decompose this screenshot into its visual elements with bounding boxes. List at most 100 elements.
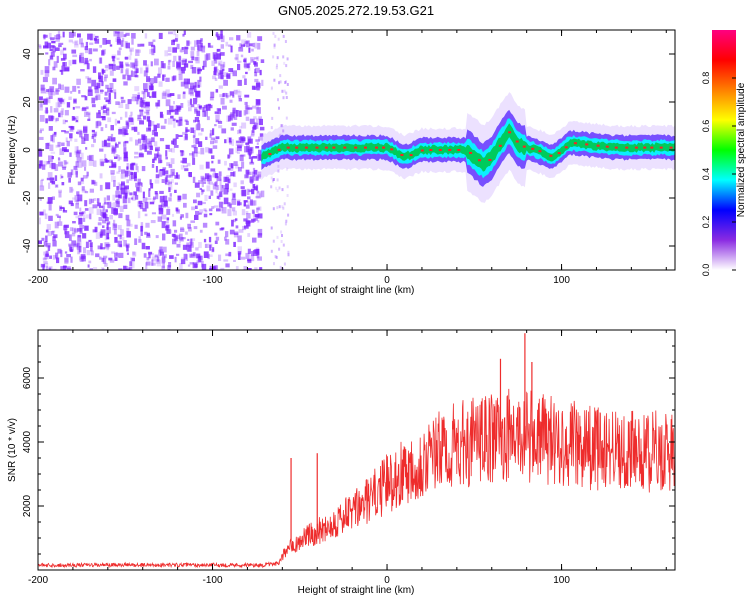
noise-speckle [232,207,236,212]
noise-speckle [87,118,91,121]
noise-speckle [283,202,286,206]
noise-speckle [165,89,170,97]
noise-speckle [231,139,234,146]
noise-speckle [243,218,248,222]
noise-speckle [261,79,264,86]
noise-speckle [81,95,86,98]
noise-speckle [195,247,199,251]
noise-speckle [273,43,276,47]
noise-speckle [87,89,93,96]
noise-speckle [220,35,225,43]
noise-speckle [126,231,131,238]
noise-speckle [278,205,281,209]
noise-speckle [241,161,245,169]
noise-speckle [218,62,221,66]
signal-peak [614,146,618,149]
noise-speckle [96,198,100,203]
noise-speckle [216,185,220,191]
noise-speckle [197,151,200,154]
noise-speckle [108,63,114,67]
noise-speckle [190,104,195,108]
noise-speckle [247,136,252,144]
noise-speckle [79,38,83,45]
noise-speckle [189,254,194,258]
noise-speckle [144,111,149,114]
noise-speckle [125,120,129,126]
noise-speckle [160,208,164,213]
noise-speckle [50,106,53,113]
noise-speckle [135,139,139,146]
noise-speckle [168,148,172,152]
noise-speckle [84,208,89,211]
noise-speckle [228,251,232,257]
noise-speckle [194,81,197,88]
noise-speckle [64,66,70,72]
noise-speckle [155,102,159,107]
noise-speckle [233,241,236,247]
noise-speckle [101,69,106,74]
noise-speckle [190,238,193,246]
noise-speckle [74,43,79,48]
noise-speckle [197,200,203,206]
noise-speckle [170,179,174,184]
noise-speckle [275,186,278,190]
noise-speckle [80,42,84,48]
noise-speckle [107,221,111,225]
noise-speckle [64,86,70,93]
noise-speckle [75,215,80,219]
noise-speckle [165,77,170,82]
noise-speckle [154,58,159,66]
noise-speckle [283,61,286,65]
noise-speckle [169,105,174,113]
noise-speckle [79,213,84,216]
noise-speckle [151,44,156,47]
noise-speckle [216,195,220,199]
noise-speckle [145,64,149,68]
noise-speckle [139,203,144,210]
noise-speckle [118,101,124,108]
noise-speckle [253,218,258,221]
noise-speckle [259,118,263,126]
signal-peak [429,149,433,151]
noise-speckle [131,162,136,166]
noise-speckle [76,241,82,248]
noise-speckle [116,31,120,38]
noise-speckle [140,229,143,236]
noise-speckle [178,73,183,81]
noise-speckle [76,131,79,134]
noise-speckle [91,129,95,133]
noise-speckle [241,209,246,216]
noise-speckle [102,110,106,113]
noise-speckle [114,257,118,261]
noise-speckle [58,189,62,193]
noise-speckle [94,87,99,94]
noise-speckle [74,146,78,153]
noise-speckle [66,140,70,147]
noise-speckle [181,70,185,74]
y-tick-label: 20 [22,96,33,108]
noise-speckle [134,75,139,78]
noise-speckle [215,119,219,123]
noise-speckle [245,252,250,259]
noise-speckle [170,115,174,119]
noise-speckle [55,144,61,148]
noise-speckle [160,203,165,208]
noise-speckle [197,120,200,125]
noise-speckle [215,33,220,36]
noise-speckle [165,225,169,231]
noise-speckle [44,255,49,260]
noise-speckle [94,95,98,101]
noise-speckle [129,49,133,56]
noise-speckle [64,231,70,239]
noise-speckle [124,193,128,199]
noise-speckle [62,119,66,125]
noise-speckle [220,44,224,49]
y-tick-label: 40 [22,48,33,60]
noise-speckle [273,262,275,266]
noise-speckle [199,229,203,233]
noise-speckle [93,138,96,143]
noise-speckle [277,169,280,173]
noise-speckle [166,206,170,209]
noise-speckle [247,268,252,270]
noise-speckle [227,202,231,207]
